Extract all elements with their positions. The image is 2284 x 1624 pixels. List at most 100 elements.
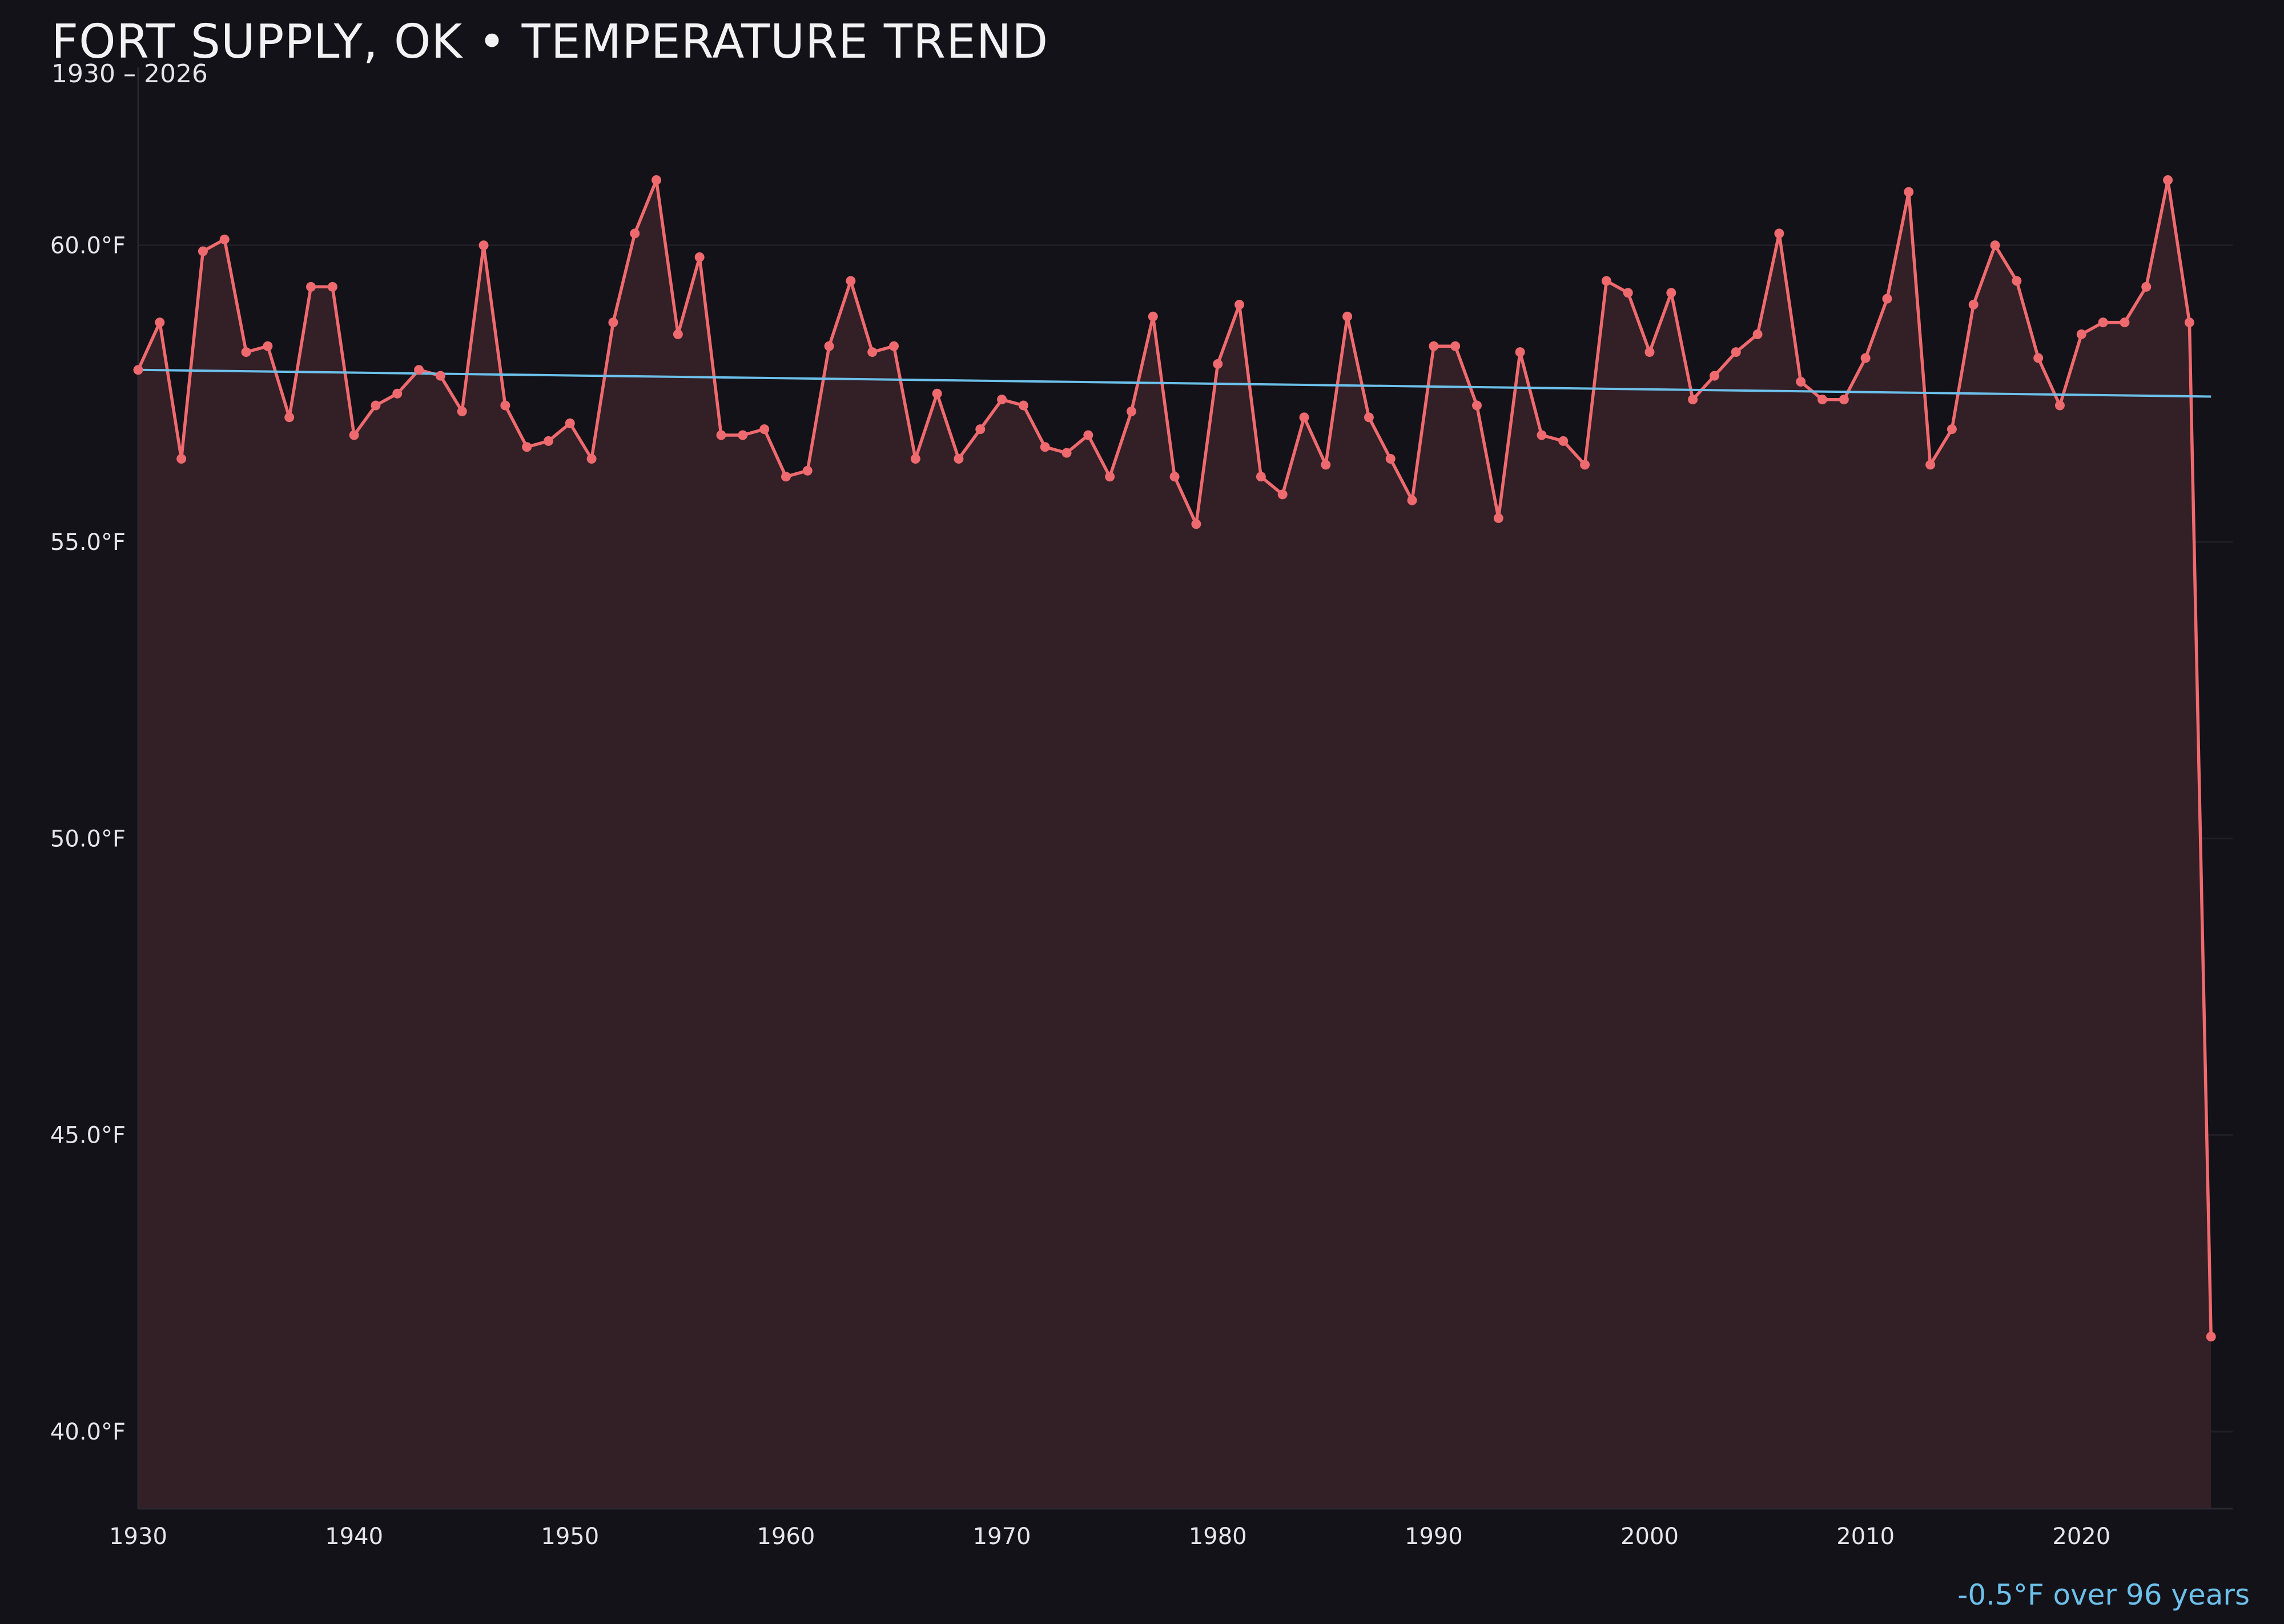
trend-summary: -0.5°F over 96 years — [1957, 1578, 2250, 1611]
data-point — [652, 175, 662, 185]
data-point — [1925, 460, 1936, 470]
chart-subtitle: 1930 – 2026 — [51, 59, 208, 89]
data-point — [1731, 347, 1741, 357]
data-point — [1515, 347, 1525, 357]
x-tick-label: 1980 — [1189, 1523, 1247, 1550]
data-point — [1688, 395, 1698, 405]
data-point — [2033, 353, 2044, 363]
data-point — [932, 388, 942, 399]
data-point — [1623, 288, 1633, 298]
data-point — [478, 240, 489, 251]
y-tick-label: 40.0°F — [50, 1419, 126, 1445]
y-tick-label: 50.0°F — [50, 826, 126, 852]
y-tick-label: 55.0°F — [50, 529, 126, 556]
data-point — [1235, 299, 1245, 309]
x-tick-label: 1970 — [973, 1523, 1031, 1550]
data-point — [241, 347, 251, 357]
data-point — [133, 365, 143, 375]
data-point — [565, 418, 575, 428]
data-point — [371, 400, 381, 411]
data-point — [1364, 412, 1374, 423]
data-point — [392, 388, 403, 399]
data-point — [1450, 341, 1461, 351]
y-axis-ticks: 40.0°F 45.0°F 50.0°F 55.0°F 60.0°F — [50, 233, 126, 1445]
data-point — [1968, 299, 1979, 309]
data-point — [1493, 513, 1503, 523]
data-point — [824, 341, 834, 351]
data-point — [1537, 430, 1547, 440]
data-point — [1558, 436, 1569, 446]
data-point — [349, 430, 359, 440]
data-point — [1666, 288, 1676, 298]
data-point — [1709, 371, 1719, 381]
data-point — [586, 454, 597, 464]
data-point — [1083, 430, 1093, 440]
data-point — [846, 276, 856, 286]
data-point — [306, 282, 316, 292]
data-point — [759, 424, 770, 435]
data-point — [1752, 329, 1763, 339]
x-tick-label: 1960 — [757, 1523, 815, 1550]
data-point — [630, 228, 640, 239]
data-point — [1105, 472, 1115, 482]
data-point — [1882, 294, 1892, 304]
data-point — [781, 472, 791, 482]
trend-line-group — [138, 368, 2211, 398]
data-point — [457, 406, 467, 416]
data-point — [738, 430, 748, 440]
data-point — [867, 347, 878, 357]
x-tick-label: 1930 — [109, 1523, 167, 1550]
data-point — [1947, 424, 1957, 435]
data-point — [155, 317, 165, 328]
data-point — [1839, 395, 1849, 405]
data-point — [2012, 276, 2022, 286]
data-point — [1277, 489, 1288, 500]
data-point — [802, 465, 813, 476]
data-point — [2076, 329, 2086, 339]
data-point — [2206, 1332, 2216, 1342]
data-point — [1018, 400, 1028, 411]
data-point — [2163, 175, 2173, 185]
x-tick-label: 2000 — [1620, 1523, 1679, 1550]
y-tick-label: 60.0°F — [50, 233, 126, 259]
data-point — [1990, 240, 2000, 251]
data-point — [1040, 442, 1050, 452]
data-point — [608, 317, 618, 328]
data-point — [910, 454, 920, 464]
x-axis-ticks: 1930 1940 1950 1960 1970 1980 1990 2000 2010 2020 — [109, 1523, 2110, 1550]
x-tick-label: 1950 — [541, 1523, 599, 1550]
data-point — [2098, 317, 2108, 328]
data-point — [1213, 359, 1223, 369]
data-point — [327, 282, 337, 292]
data-point — [1817, 395, 1828, 405]
axes — [137, 67, 2233, 1510]
data-point — [1321, 460, 1331, 470]
data-point — [2184, 317, 2194, 328]
chart-title: FORT SUPPLY, OK • TEMPERATURE TREND — [51, 15, 1049, 69]
data-point — [2120, 317, 2130, 328]
data-point — [1385, 454, 1396, 464]
area-fill — [138, 180, 2211, 1509]
data-points — [133, 175, 2216, 1342]
data-point — [1860, 353, 1871, 363]
data-point — [1644, 347, 1655, 357]
data-point — [1342, 311, 1353, 321]
data-point — [1148, 311, 1158, 321]
data-point — [1126, 406, 1136, 416]
data-point — [1191, 519, 1201, 529]
data-point — [997, 395, 1007, 405]
data-point — [1429, 341, 1439, 351]
data-point — [1904, 187, 1914, 197]
data-point — [673, 329, 683, 339]
data-point — [1471, 400, 1482, 411]
data-point — [1796, 377, 1806, 387]
data-point — [219, 234, 230, 244]
data-point — [176, 454, 187, 464]
data-point — [1774, 228, 1784, 239]
data-point — [2141, 282, 2152, 292]
data-point — [1061, 448, 1072, 458]
data-point — [543, 436, 553, 446]
data-point — [1169, 472, 1180, 482]
x-tick-label: 2020 — [2052, 1523, 2110, 1550]
